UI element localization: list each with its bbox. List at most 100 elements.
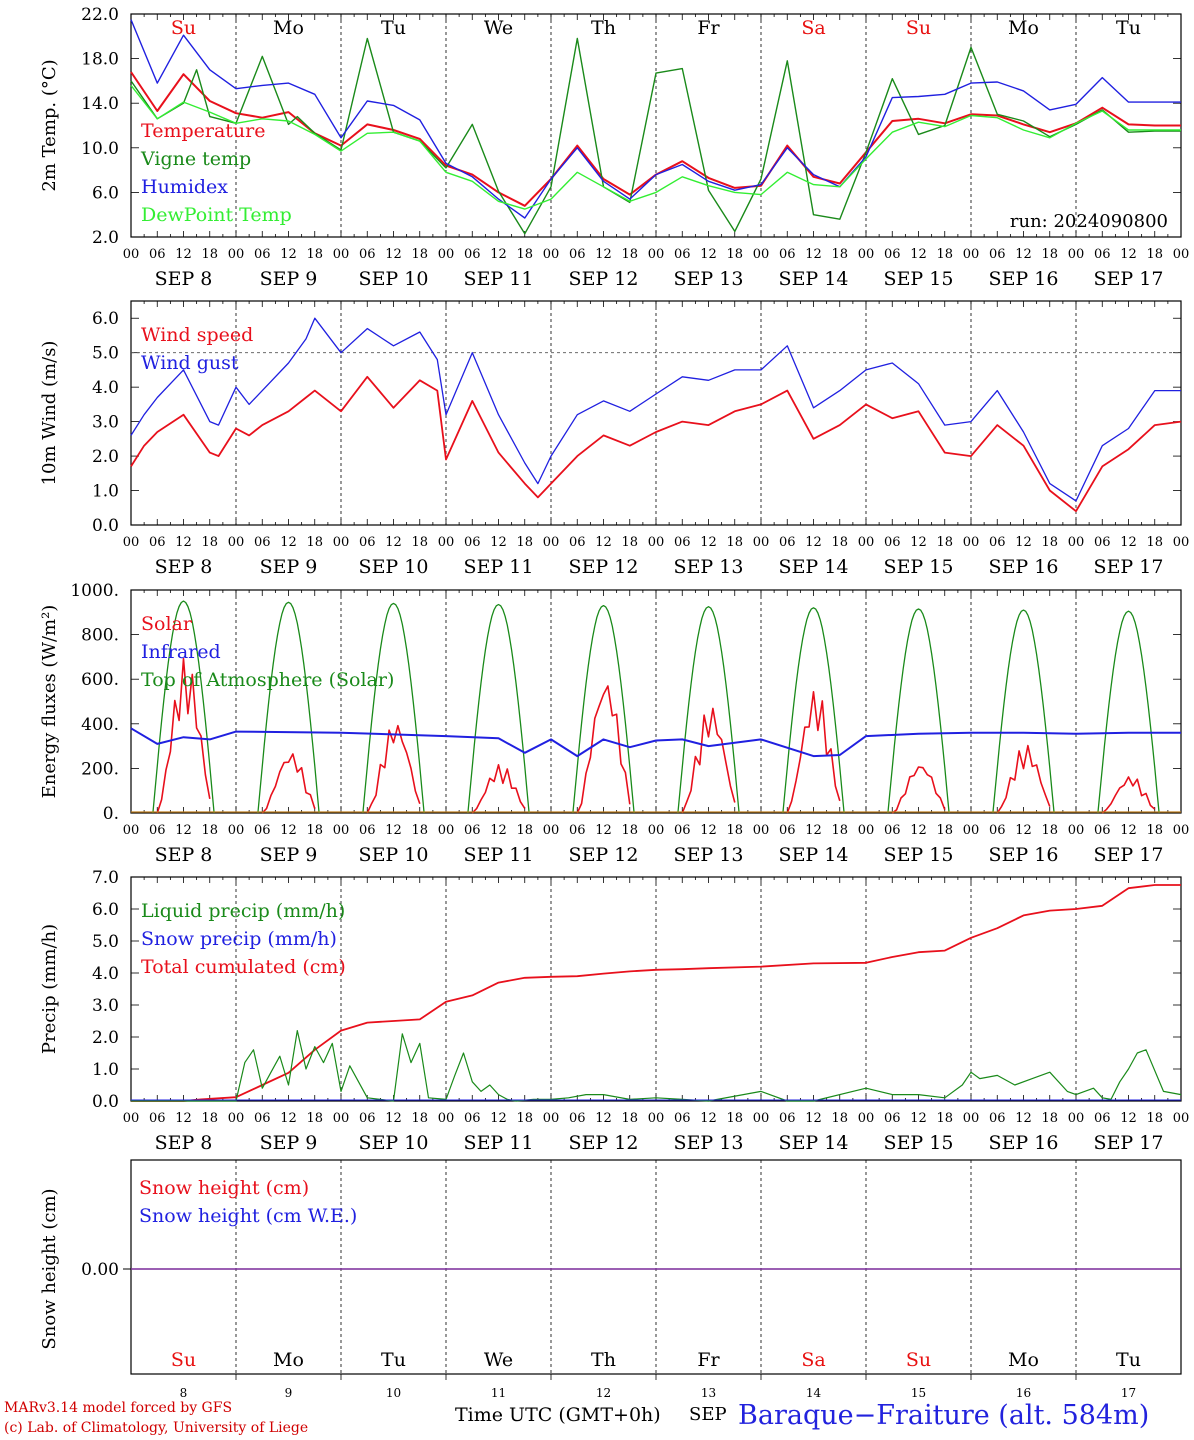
weekday-label: Mo [1008, 17, 1039, 39]
hour-tick-label: 00 [123, 823, 140, 838]
legend-entry: DewPoint Temp [141, 204, 292, 226]
legend-entry: Snow height (cm) [139, 1177, 309, 1199]
hour-tick-label: 00 [1068, 535, 1085, 550]
hour-tick-label: 18 [516, 823, 533, 838]
hour-tick-label: 12 [595, 535, 612, 550]
date-label: SEP 15 [884, 268, 954, 290]
y-tick-label: 3.0 [92, 413, 119, 433]
station-name: Baraque−Fraiture (alt. 584m) [738, 1400, 1150, 1431]
hour-tick-label: 06 [779, 535, 796, 550]
hour-tick-label: 00 [1173, 247, 1190, 262]
hour-tick-label: 06 [989, 535, 1006, 550]
toa-solar-curve [782, 607, 845, 814]
hour-tick-label: 18 [306, 535, 323, 550]
hour-tick-label: 12 [385, 247, 402, 262]
date-label: SEP 11 [464, 556, 534, 578]
hour-tick-label: 12 [280, 1111, 297, 1126]
legend-entry: Wind gust [141, 352, 239, 374]
weekday-label: Mo [1008, 1349, 1039, 1371]
hour-tick-label: 00 [333, 247, 350, 262]
hour-tick-label: 00 [333, 1111, 350, 1126]
hour-tick-label: 06 [674, 1111, 691, 1126]
hour-tick-label: 18 [726, 823, 743, 838]
hour-tick-label: 18 [621, 823, 638, 838]
hour-tick-label: 12 [805, 823, 822, 838]
hour-tick-label: 12 [1120, 823, 1137, 838]
footer-time-label: Time UTC (GMT+0h) [455, 1404, 661, 1426]
toa-solar-curve [1097, 610, 1160, 814]
hour-tick-label: 06 [149, 823, 166, 838]
day-number-label: 17 [1121, 1386, 1136, 1400]
hour-tick-label: 00 [228, 1111, 245, 1126]
hour-tick-label: 00 [648, 1111, 665, 1126]
legend-entry: Total cumulated (cm) [141, 956, 346, 978]
panel-frame-3 [130, 589, 1182, 814]
hour-tick-label: 18 [726, 247, 743, 262]
hour-tick-label: 06 [1094, 535, 1111, 550]
hour-tick-label: 06 [989, 1111, 1006, 1126]
y-tick-label: 200. [81, 759, 119, 779]
hour-tick-label: 00 [543, 823, 560, 838]
y-tick-label: 0. [103, 804, 119, 824]
hour-tick-label: 18 [306, 823, 323, 838]
day-number-label: 14 [806, 1386, 822, 1400]
run-label: run: 2024090800 [1010, 211, 1168, 232]
date-label: SEP 9 [260, 844, 318, 866]
hour-tick-label: 06 [884, 1111, 901, 1126]
weekday-label: Th [591, 17, 616, 39]
toa-solar-curve [257, 601, 320, 814]
y-tick-label: 3.0 [92, 996, 119, 1016]
hour-tick-label: 18 [726, 1111, 743, 1126]
hour-tick-label: 00 [1173, 823, 1190, 838]
y-tick-label: 2.0 [92, 447, 119, 467]
weekday-label: We [484, 17, 513, 39]
date-label: SEP 13 [674, 844, 744, 866]
weekday-label: Sa [801, 17, 825, 39]
hour-tick-label: 18 [936, 823, 953, 838]
date-label: SEP 14 [779, 844, 849, 866]
hour-tick-label: 18 [1146, 247, 1163, 262]
date-label: SEP 10 [359, 268, 429, 290]
legend-entry: Solar [141, 613, 193, 635]
hour-tick-label: 00 [963, 823, 980, 838]
hour-tick-label: 18 [831, 823, 848, 838]
weekday-label: Fr [697, 1349, 720, 1371]
series-line-wind-speed [130, 375, 1182, 513]
hour-tick-label: 12 [910, 823, 927, 838]
date-label: SEP 11 [464, 1132, 534, 1154]
weekday-label: Tu [1116, 1349, 1141, 1371]
hour-tick-label: 06 [254, 535, 271, 550]
hour-tick-label: 18 [831, 535, 848, 550]
hour-tick-label: 12 [1120, 535, 1137, 550]
hour-tick-label: 00 [438, 535, 455, 550]
legend-entry: Wind speed [141, 324, 253, 346]
hour-tick-label: 18 [621, 1111, 638, 1126]
hour-tick-label: 00 [753, 823, 770, 838]
hour-tick-label: 06 [149, 535, 166, 550]
hour-tick-label: 12 [280, 247, 297, 262]
hour-tick-label: 18 [306, 1111, 323, 1126]
hour-tick-label: 06 [254, 1111, 271, 1126]
y-tick-label: 10.0 [81, 139, 119, 159]
hour-tick-label: 12 [700, 1111, 717, 1126]
series-line-total-cumulated-cm- [131, 884, 1181, 1102]
y-tick-label: 1000. [70, 581, 119, 601]
date-label: SEP 16 [989, 556, 1059, 578]
series-line-humidex [130, 19, 1181, 219]
hour-tick-label: 06 [779, 1111, 796, 1126]
hour-tick-label: 00 [1068, 823, 1085, 838]
legend-entry: Temperature [141, 120, 265, 142]
hour-tick-label: 06 [569, 247, 586, 262]
hour-tick-label: 18 [411, 535, 428, 550]
hour-tick-label: 12 [280, 823, 297, 838]
y-tick-label: 2.0 [92, 228, 119, 248]
hour-tick-label: 00 [123, 535, 140, 550]
hour-tick-label: 00 [963, 1111, 980, 1126]
y-tick-label: 7.0 [92, 868, 119, 888]
date-label: SEP 15 [884, 1132, 954, 1154]
hour-tick-label: 00 [123, 247, 140, 262]
hour-tick-label: 12 [385, 1111, 402, 1126]
date-label: SEP 15 [884, 556, 954, 578]
y-tick-label: 400. [81, 715, 119, 735]
hour-tick-label: 12 [175, 1111, 192, 1126]
